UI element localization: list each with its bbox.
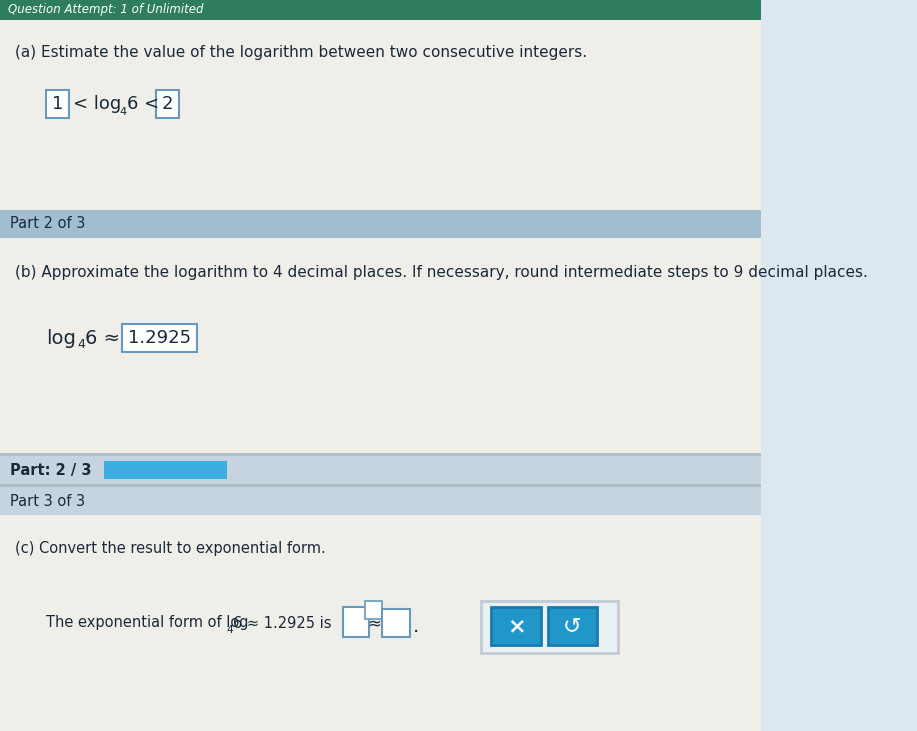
Bar xyxy=(0,515,761,731)
Text: Part: 2 / 3: Part: 2 / 3 xyxy=(10,463,92,477)
Text: 4: 4 xyxy=(77,338,85,352)
Bar xyxy=(492,607,541,645)
Text: 4: 4 xyxy=(119,107,127,117)
Text: Part 3 of 3: Part 3 of 3 xyxy=(10,493,85,509)
Text: 6 ≈: 6 ≈ xyxy=(84,328,119,347)
Bar xyxy=(0,238,761,453)
Text: 6 ≈ 1.2925 is: 6 ≈ 1.2925 is xyxy=(233,616,332,631)
Text: ≈: ≈ xyxy=(367,614,381,632)
Bar xyxy=(122,324,196,352)
Text: 4: 4 xyxy=(226,625,233,635)
Text: ×: × xyxy=(507,616,525,636)
Bar xyxy=(156,90,179,118)
Bar xyxy=(343,607,370,637)
Text: (c) Convert the result to exponential form.: (c) Convert the result to exponential fo… xyxy=(15,540,326,556)
Text: 1.2925: 1.2925 xyxy=(127,329,191,347)
Bar xyxy=(481,601,618,653)
Text: 6 <: 6 < xyxy=(127,95,159,113)
Bar xyxy=(0,456,761,484)
Bar xyxy=(0,0,761,20)
Bar xyxy=(0,484,761,487)
Bar xyxy=(547,607,597,645)
Text: (b) Approximate the logarithm to 4 decimal places. If necessary, round intermedi: (b) Approximate the logarithm to 4 decim… xyxy=(15,265,867,281)
Text: The exponential form of log: The exponential form of log xyxy=(46,616,249,631)
Bar xyxy=(0,453,761,456)
Text: log: log xyxy=(46,328,75,347)
Bar xyxy=(0,20,761,210)
Text: Part 2 of 3: Part 2 of 3 xyxy=(10,216,85,232)
Text: Question Attempt: 1 of Unlimited: Question Attempt: 1 of Unlimited xyxy=(8,4,204,17)
Bar xyxy=(365,601,381,619)
Text: .: . xyxy=(414,618,419,637)
Text: < log: < log xyxy=(73,95,121,113)
Text: (a) Estimate the value of the logarithm between two consecutive integers.: (a) Estimate the value of the logarithm … xyxy=(15,45,587,59)
Text: ↺: ↺ xyxy=(563,616,581,636)
Bar xyxy=(0,210,761,238)
Bar xyxy=(0,487,761,515)
Text: 2: 2 xyxy=(162,95,173,113)
Bar xyxy=(46,90,69,118)
Text: 1: 1 xyxy=(51,95,63,113)
Bar xyxy=(104,461,226,479)
Bar xyxy=(381,609,410,637)
Bar xyxy=(0,20,761,210)
